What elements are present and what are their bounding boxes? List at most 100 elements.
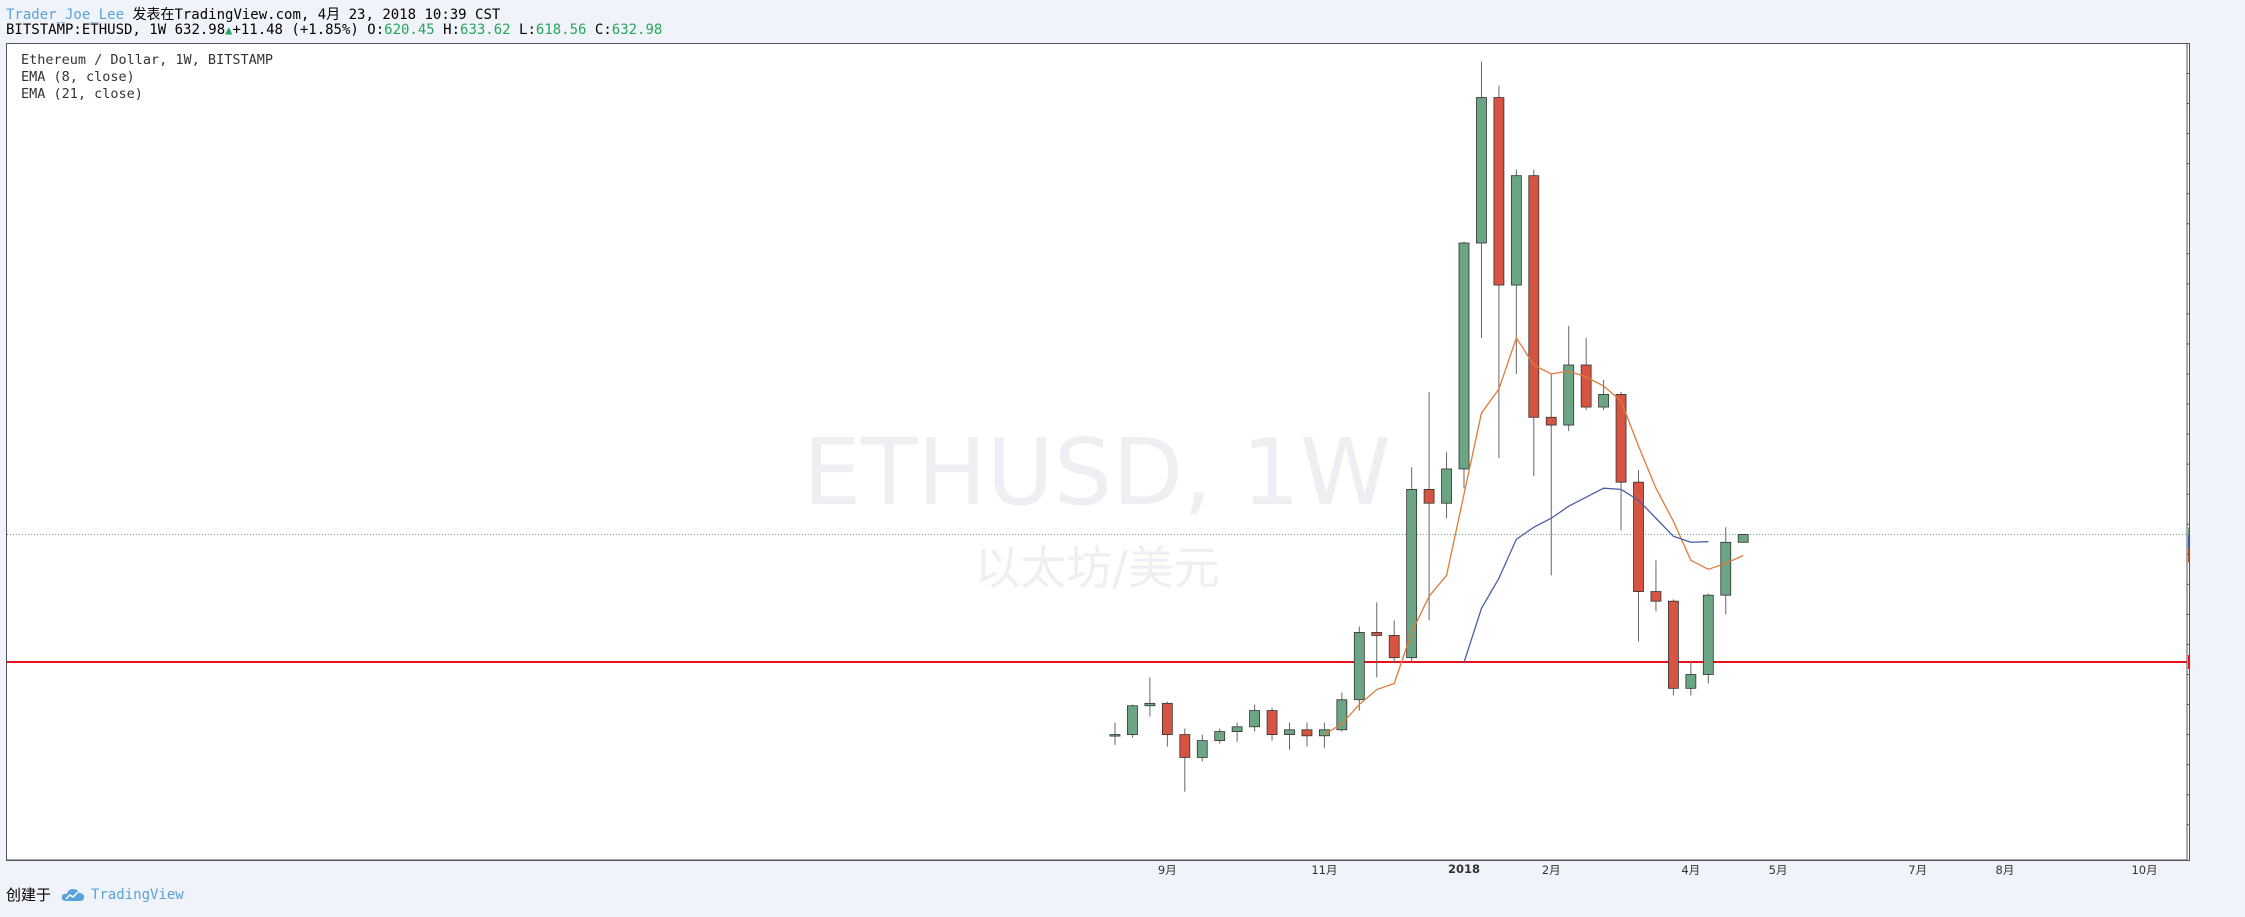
tradingview-link[interactable]: TradingView [61,887,184,903]
candle-body [1441,468,1452,504]
candle-body [1109,734,1121,737]
candle [1161,701,1173,747]
x-tick-label: 2月 [1541,863,1561,877]
candle-body [1458,242,1470,470]
x-tick-label: 2018 [1447,862,1481,876]
candle-body [1423,488,1435,504]
ohlc-high-label: H: [443,22,461,38]
candle [1284,722,1295,750]
candle [1423,392,1435,621]
price-badge-bg [2188,534,2189,549]
candle-body [1493,97,1505,286]
candle [1702,593,1714,684]
ohlc-open: 620.45 [384,22,435,38]
chart-frame[interactable]: ETHUSD, 1W 以太坊/美元 150.00200.00250.00300.… [6,43,2190,877]
candle [1458,241,1470,489]
candle [1144,677,1156,717]
candle-body [1510,175,1522,286]
candle [1249,704,1260,732]
candle [1336,692,1348,732]
footer: 创建于 TradingView [6,884,184,905]
candle-body [1284,729,1295,735]
candle-body [1127,705,1138,736]
candle-body [1406,488,1418,659]
candle [1353,626,1365,711]
candle-body [1388,635,1400,659]
ohlc-close-label: C: [594,22,612,38]
candle-body [1615,394,1627,483]
symbol-info: BITSTAMP:ETHUSD, 1W 632.98▲+11.48 (+1.85… [6,22,662,38]
price-badge-bg [2188,548,2189,563]
candle-body [1545,416,1557,426]
candle [1528,169,1540,477]
candle [1668,599,1679,696]
candle-body [1598,394,1609,408]
candle [1231,722,1243,742]
tradingview-brand[interactable]: TradingView [91,886,184,903]
candle-body [1371,632,1383,636]
cloud-logo-icon [61,888,85,901]
symbol-name: BITSTAMP:ETHUSD, 1W [6,22,167,38]
candle [1650,560,1662,612]
candle [1493,85,1505,459]
candle-body [1161,702,1173,736]
candle-body [1249,710,1260,728]
ohlc-open-label: O: [367,22,385,38]
price-badge: 632.98 [2188,527,2189,542]
x-tick-label: 10月 [2131,863,2158,877]
x-tick-label: 8月 [1995,863,2015,877]
candle [1371,602,1383,678]
created-with-label: 创建于 [6,886,52,904]
candle [1720,527,1732,615]
candle-body [1580,364,1592,408]
candle [1301,722,1313,747]
candle-body [1231,726,1243,732]
candle-body [1563,364,1575,426]
candle-body [1476,97,1487,244]
legend-series[interactable]: Ethereum / Dollar, 1W, BITSTAMP [21,52,273,68]
price-badge: 597.98 [2188,548,2189,563]
candle-body [1685,674,1697,689]
candle [1737,533,1749,543]
price-badge: 420.73 [2188,655,2189,670]
price-badge-bg [2188,655,2189,670]
candle-body [1214,731,1226,742]
candle-body [1353,632,1365,701]
candle-body [1301,729,1313,737]
candle [1214,728,1226,744]
candle-body [1702,594,1714,675]
ohlc-low: 618.56 [535,22,587,38]
legend-ema21[interactable]: EMA (21, close) [21,86,143,102]
candle-body [1319,729,1330,737]
candle [1545,374,1557,576]
candle [1127,704,1138,738]
last-price: 632.98 [174,22,226,38]
candle-body [1737,534,1749,543]
candle [1406,467,1418,663]
candle-body [1650,591,1662,602]
ohlc-close: 632.98 [611,22,663,38]
candle [1580,337,1592,411]
candle [1179,728,1191,792]
candle-body [1720,541,1732,596]
up-arrow-icon: ▲ [225,23,233,37]
watermark-name: 以太坊/美元 [974,541,1220,595]
candle-body [1266,710,1278,735]
publish-info: Trader_Joe_Lee 发表在TradingView.com, 4月 23… [6,4,500,24]
candle-body [1668,600,1679,689]
candle [1563,325,1575,432]
ohlc-low-label: L: [519,22,536,38]
price-chart[interactable]: ETHUSD, 1W 以太坊/美元 150.00200.00250.00300.… [7,44,2189,860]
price-badge: 621.07 [2188,534,2189,549]
x-tick-label: 9月 [1157,863,1177,877]
ema8-line [1324,336,1744,736]
candle-body [1196,740,1208,758]
candle [1196,734,1208,762]
candle [1598,380,1609,411]
candle-body [1633,481,1644,592]
author-link[interactable]: Trader_Joe_Lee [6,7,125,23]
change-value: +11.48 (+1.85%) [232,22,359,38]
legend-ema8[interactable]: EMA (8, close) [21,69,135,85]
ohlc-high: 633.62 [460,22,511,38]
candle-body [1144,702,1156,707]
